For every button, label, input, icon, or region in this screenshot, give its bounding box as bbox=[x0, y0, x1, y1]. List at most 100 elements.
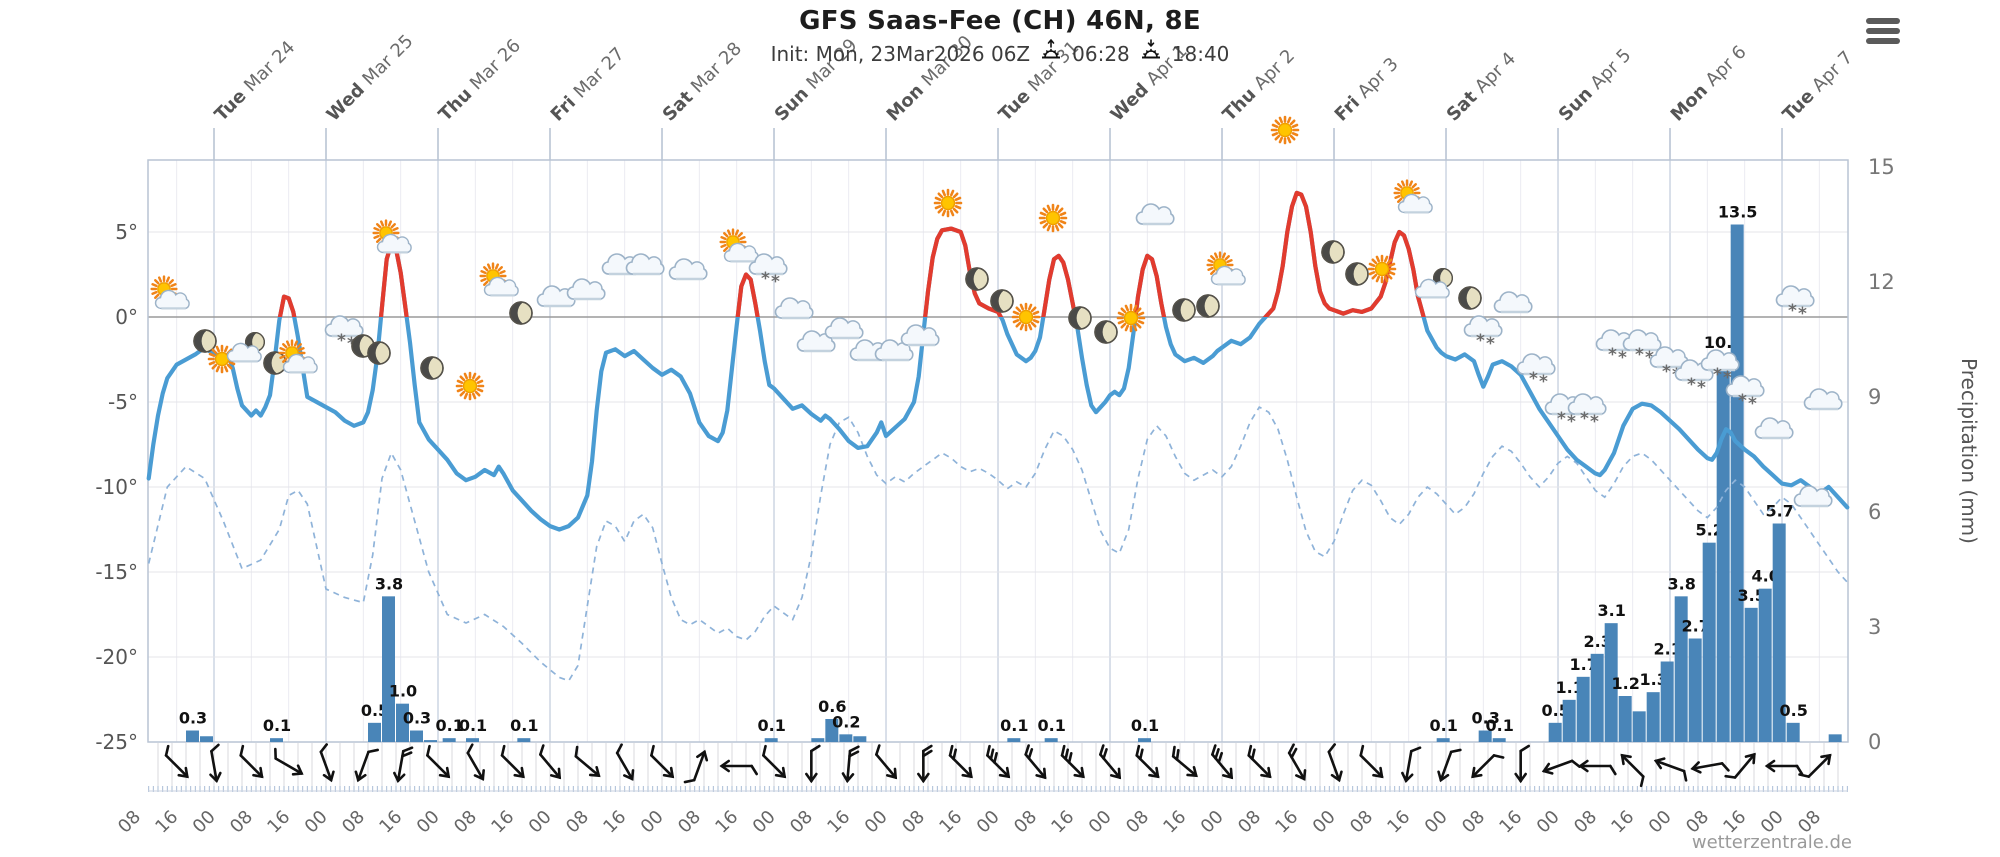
cloud-snow-icon bbox=[749, 254, 786, 292]
wind-barb bbox=[1327, 743, 1343, 783]
sun-icon bbox=[457, 373, 483, 399]
wind-barb bbox=[354, 748, 379, 783]
wind-barb bbox=[1247, 744, 1272, 779]
wind-barb bbox=[500, 744, 525, 779]
dewpoint-line bbox=[147, 405, 1848, 682]
temp-tick-label: -10° bbox=[95, 475, 138, 499]
wind-barb bbox=[539, 744, 562, 780]
time-tick-label: 16 bbox=[487, 806, 518, 837]
time-tick-label: 00 bbox=[525, 806, 556, 837]
precip-bar bbox=[1744, 607, 1758, 742]
cloud-snow-icon bbox=[1517, 354, 1554, 392]
init-label: Init: Mon, 23Mar2026 06Z bbox=[770, 41, 1031, 66]
chart-subtitle: Init: Mon, 23Mar2026 06Z 06:28 18:40 bbox=[0, 38, 2000, 69]
wind-barb bbox=[1359, 744, 1384, 779]
precip-bar bbox=[1492, 738, 1506, 742]
precip-axis-title: Precipitation (mm) bbox=[1957, 358, 1981, 544]
time-tick-label: 16 bbox=[263, 806, 294, 837]
sunrise-time: 06:28 bbox=[1072, 41, 1130, 66]
precip-value-label: 0.1 bbox=[1486, 716, 1514, 735]
precip-bar bbox=[1702, 542, 1716, 742]
sunset-time: 18:40 bbox=[1171, 41, 1230, 66]
precip-bar bbox=[853, 736, 867, 742]
precip-tick-label: 9 bbox=[1868, 385, 1881, 409]
time-tick-label: 16 bbox=[375, 806, 406, 837]
moon-icon bbox=[966, 268, 988, 290]
wind-barb bbox=[917, 744, 933, 784]
sun-icon bbox=[1040, 205, 1066, 231]
precip-value-label: 0.1 bbox=[263, 716, 291, 735]
time-tick-label: 16 bbox=[1607, 806, 1638, 837]
precip-value-label: 0.3 bbox=[403, 709, 431, 728]
time-tick-label: 00 bbox=[1533, 806, 1564, 837]
moon-icon bbox=[1322, 241, 1344, 263]
time-tick-label: 16 bbox=[823, 806, 854, 837]
sun-cloud-icon bbox=[152, 277, 189, 309]
precip-value-label: 1.2 bbox=[1612, 674, 1640, 693]
cloud-icon bbox=[825, 318, 862, 338]
cloud-icon bbox=[1494, 292, 1531, 312]
precip-bar bbox=[1576, 676, 1590, 742]
moon-icon bbox=[1173, 299, 1195, 321]
time-tick-label: 00 bbox=[749, 806, 780, 837]
cloud-icon bbox=[669, 259, 706, 279]
time-tick-label: 08 bbox=[338, 806, 369, 837]
cloud-icon bbox=[1136, 204, 1173, 224]
time-tick-label: 00 bbox=[301, 806, 332, 837]
time-tick-label: 08 bbox=[1122, 806, 1153, 837]
time-tick-label: 00 bbox=[637, 806, 668, 837]
wind-barb bbox=[1211, 744, 1234, 780]
wind-barb bbox=[1541, 759, 1581, 775]
precip-value-label: 0.1 bbox=[1038, 716, 1066, 735]
sun-icon bbox=[1118, 305, 1144, 331]
precip-value-label: 0.1 bbox=[1430, 716, 1458, 735]
time-tick-label: 08 bbox=[1570, 806, 1601, 837]
time-tick-label: 16 bbox=[1159, 806, 1190, 837]
wind-barb bbox=[1437, 748, 1462, 783]
moon-icon bbox=[1069, 307, 1091, 329]
plot-border bbox=[147, 159, 1849, 743]
time-tick-label: 16 bbox=[151, 806, 182, 837]
precip-value-label: 0.1 bbox=[1131, 716, 1159, 735]
time-tick-label: 16 bbox=[1495, 806, 1526, 837]
wind-barb bbox=[1099, 744, 1122, 780]
time-tick-label: 00 bbox=[861, 806, 892, 837]
precip-value-label: 0.1 bbox=[510, 716, 538, 735]
precip-tick-label: 15 bbox=[1868, 155, 1895, 179]
time-tick-label: 08 bbox=[674, 806, 705, 837]
precip-value-label: 0.5 bbox=[1780, 701, 1808, 720]
menu-hamburger-icon[interactable] bbox=[1866, 18, 1900, 48]
sun-cloud-icon bbox=[1395, 181, 1432, 213]
precip-bar bbox=[424, 740, 438, 742]
wind-barb bbox=[164, 744, 189, 779]
wind-barb bbox=[393, 746, 414, 783]
wind-strip bbox=[148, 743, 1848, 792]
precip-bar bbox=[1618, 696, 1632, 742]
time-tick-label: 08 bbox=[114, 806, 145, 837]
temp-tick-label: -15° bbox=[95, 560, 138, 584]
time-labels: 08 16 00 08 16 00 08 16 00 08 16 00 08 16 00 08 16 00 08 16… bbox=[114, 806, 1825, 837]
time-tick-label: 16 bbox=[599, 806, 630, 837]
sun-cloud-icon bbox=[721, 230, 758, 262]
sun-icon bbox=[1013, 304, 1039, 330]
precip-bar bbox=[1138, 738, 1152, 742]
wind-barb bbox=[209, 743, 222, 783]
precip-bar bbox=[839, 734, 853, 742]
precip-bar bbox=[270, 738, 284, 742]
precip-bar bbox=[1007, 738, 1021, 742]
wind-barb bbox=[1724, 752, 1756, 779]
moon-icon bbox=[264, 352, 286, 374]
cloud-snow-icon bbox=[1464, 316, 1501, 354]
precip-bar bbox=[1604, 623, 1618, 742]
precip-value-label: 5.7 bbox=[1766, 502, 1794, 521]
precip-bar bbox=[1674, 596, 1688, 742]
precip-bar bbox=[186, 730, 200, 742]
time-tick-label: 00 bbox=[1421, 806, 1452, 837]
temp-tick-label: -5° bbox=[108, 390, 138, 414]
precip-bar bbox=[1772, 523, 1786, 742]
wind-barb bbox=[319, 743, 335, 783]
precip-bar bbox=[442, 738, 456, 742]
time-tick-label: 00 bbox=[413, 806, 444, 837]
sunrise-icon bbox=[1038, 38, 1064, 69]
precip-value-label: 0.2 bbox=[832, 712, 860, 731]
